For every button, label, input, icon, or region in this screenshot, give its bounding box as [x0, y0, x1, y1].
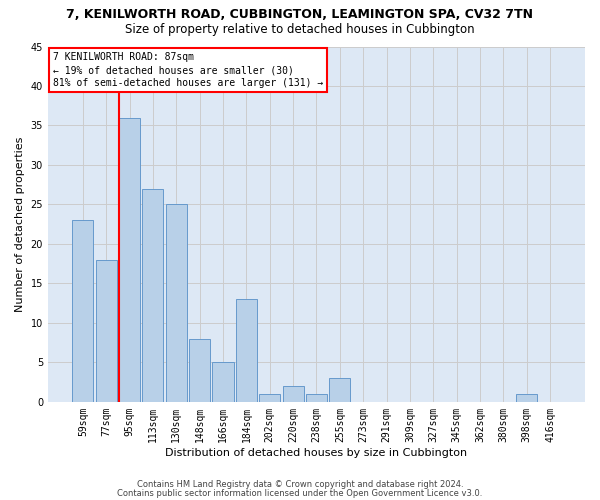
X-axis label: Distribution of detached houses by size in Cubbington: Distribution of detached houses by size …	[166, 448, 467, 458]
Bar	[212, 362, 233, 402]
Bar	[329, 378, 350, 402]
Text: 7 KENILWORTH ROAD: 87sqm
← 19% of detached houses are smaller (30)
81% of semi-d: 7 KENILWORTH ROAD: 87sqm ← 19% of detach…	[53, 52, 323, 88]
Bar	[73, 220, 94, 402]
Bar	[306, 394, 327, 402]
Bar	[142, 188, 163, 402]
Text: Size of property relative to detached houses in Cubbington: Size of property relative to detached ho…	[125, 22, 475, 36]
Bar	[283, 386, 304, 402]
Bar	[95, 260, 117, 402]
Text: Contains HM Land Registry data © Crown copyright and database right 2024.: Contains HM Land Registry data © Crown c…	[137, 480, 463, 489]
Bar	[516, 394, 537, 402]
Text: Contains public sector information licensed under the Open Government Licence v3: Contains public sector information licen…	[118, 488, 482, 498]
Y-axis label: Number of detached properties: Number of detached properties	[15, 136, 25, 312]
Bar	[119, 118, 140, 402]
Bar	[189, 338, 210, 402]
Text: 7, KENILWORTH ROAD, CUBBINGTON, LEAMINGTON SPA, CV32 7TN: 7, KENILWORTH ROAD, CUBBINGTON, LEAMINGT…	[67, 8, 533, 20]
Bar	[236, 299, 257, 402]
Bar	[166, 204, 187, 402]
Bar	[259, 394, 280, 402]
